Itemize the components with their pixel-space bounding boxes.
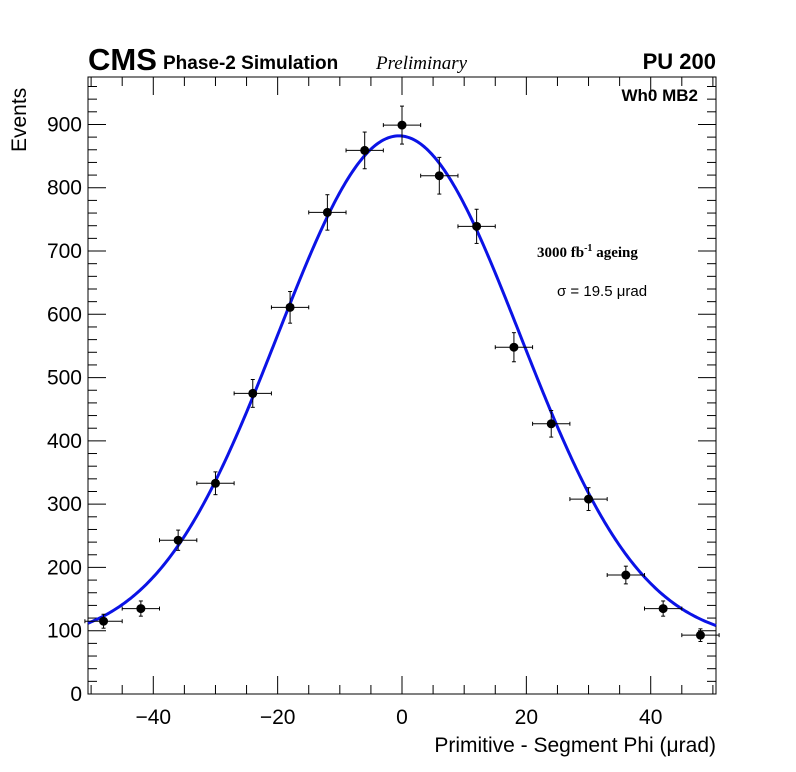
y-tick-label: 600 <box>47 303 82 326</box>
x-tick-label: −20 <box>260 706 296 729</box>
simulation-label: Phase-2 Simulation <box>163 53 338 74</box>
x-tick-label: 0 <box>396 706 408 729</box>
data-point <box>681 628 720 642</box>
preliminary-label: Preliminary <box>375 53 468 74</box>
x-tick-label: 20 <box>515 706 538 729</box>
data-point <box>606 565 645 585</box>
point-marker <box>285 302 295 312</box>
y-tick-label: 400 <box>47 430 82 453</box>
data-point <box>532 409 571 438</box>
point-marker <box>360 145 370 155</box>
y-tick-label: 500 <box>47 367 82 390</box>
ageing-value: 3000 fb <box>537 245 584 261</box>
point-marker <box>695 630 705 640</box>
ageing-label: 3000 fb-1 ageing <box>537 243 638 261</box>
pileup-label: PU 200 <box>643 49 716 74</box>
point-marker <box>658 604 668 614</box>
data-point <box>308 194 347 231</box>
y-tick-label: 300 <box>47 493 82 516</box>
point-marker <box>472 221 482 231</box>
y-tick-label: 900 <box>47 113 82 136</box>
x-tick-label: −40 <box>135 706 171 729</box>
y-tick-label: 100 <box>47 620 82 643</box>
point-marker <box>99 616 109 626</box>
y-tick-label: 700 <box>47 240 82 263</box>
sigma-label: σ = 19.5 μrad <box>557 283 647 300</box>
data-point <box>270 291 310 324</box>
data-point <box>345 131 384 170</box>
point-marker <box>322 207 332 217</box>
data-points <box>84 105 720 642</box>
point-marker <box>584 494 594 504</box>
y-tick-label: 200 <box>47 556 82 579</box>
point-marker <box>397 120 407 130</box>
data-point <box>643 600 683 617</box>
data-point <box>84 613 123 629</box>
ageing-exponent: -1 <box>584 243 592 254</box>
point-marker <box>210 478 220 488</box>
y-tick-label: 0 <box>70 683 82 706</box>
station-label: Wh0 MB2 <box>622 86 699 105</box>
data-point <box>457 208 496 244</box>
point-marker <box>248 388 258 398</box>
data-point <box>121 600 161 617</box>
point-marker <box>546 419 556 429</box>
point-marker <box>136 604 146 614</box>
ageing-word: ageing <box>596 245 638 261</box>
y-axis-title: Events <box>8 88 31 152</box>
data-point <box>382 105 422 145</box>
cms-label: CMS <box>88 42 157 77</box>
point-marker <box>621 570 631 580</box>
data-point <box>420 156 459 195</box>
point-marker <box>173 535 183 545</box>
data-point <box>233 378 272 408</box>
fit-curve <box>87 134 717 627</box>
data-point <box>159 529 198 551</box>
y-tick-label: 800 <box>47 177 82 200</box>
data-point <box>196 471 235 496</box>
x-axis-title: Primitive - Segment Phi (μrad) <box>434 734 716 757</box>
data-point <box>494 332 534 363</box>
plot-frame <box>87 76 717 695</box>
point-marker <box>434 171 444 181</box>
axis-ticks <box>88 77 716 695</box>
data-point <box>569 487 608 511</box>
point-marker <box>509 342 519 352</box>
x-tick-label: 40 <box>639 706 662 729</box>
